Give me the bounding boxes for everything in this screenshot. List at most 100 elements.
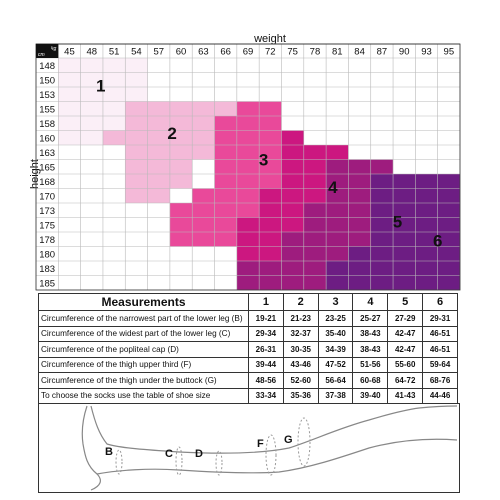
weight-tick-label: 87 (377, 47, 388, 58)
height-tick-label: 173 (39, 206, 55, 217)
height-tick-label: 160 (39, 134, 55, 145)
table-cell: 39-40 (352, 387, 389, 404)
size-header: 2 (282, 293, 319, 311)
height-tick-label: 183 (39, 264, 55, 275)
weight-tick-label: 78 (310, 47, 321, 58)
table-cell: 30-35 (282, 341, 319, 358)
weight-tick-label: 42 (42, 47, 53, 58)
weight-tick-label: 84 (354, 47, 365, 58)
band-g (297, 417, 311, 467)
band-d (215, 450, 223, 476)
weight-tick-label: 54 (131, 47, 142, 58)
weight-tick-label: 66 (220, 47, 231, 58)
table-cell: 29-34 (248, 325, 284, 342)
table-cell: 52-60 (282, 372, 319, 389)
table-header-row: Measurements 1 2 3 4 5 6 (38, 293, 458, 311)
table-cell: 23-25 (317, 310, 354, 327)
height-tick-label: 153 (39, 90, 55, 101)
height-tick-label: 170 (39, 192, 55, 203)
size-header: 1 (248, 293, 284, 311)
table-cell: 48-56 (248, 372, 284, 389)
size-label-2: 2 (167, 124, 176, 143)
size-header: 3 (317, 293, 354, 311)
weight-axis-title: weight (254, 33, 286, 45)
table-cell: 47-52 (317, 356, 354, 373)
table-cell: 37-38 (317, 387, 354, 404)
unit-cm-label: cm (38, 52, 45, 58)
weight-tick-label: 81 (332, 47, 343, 58)
height-tick-label: 175 (39, 221, 55, 232)
table-cell: 38-43 (352, 341, 389, 358)
table-cell: 35-40 (317, 325, 354, 342)
table-cell: 42-47 (387, 341, 424, 358)
unit-kg-label: kg (51, 46, 57, 52)
row-label: To choose the socks use the table of sho… (38, 387, 249, 404)
table-cell: 46-51 (422, 325, 458, 342)
measurements-title: Measurements (38, 293, 249, 311)
size-chart: weight height kg cm 42 45 48 51 54 57 60 63 66 69 72… (29, 33, 461, 291)
table-cell: 27-29 (387, 310, 424, 327)
size-header: 6 (422, 293, 458, 311)
table-cell: 51-56 (352, 356, 389, 373)
table-cell: 46-51 (422, 341, 458, 358)
table-cell: 35-36 (282, 387, 319, 404)
leg-label-d: D (195, 448, 203, 460)
table-cell: 43-46 (282, 356, 319, 373)
grid-border (35, 43, 461, 291)
unit-corner-cell (36, 44, 59, 58)
band-f (265, 434, 277, 476)
height-tick-label: 165 (39, 163, 55, 174)
table-cell: 68-76 (422, 372, 458, 389)
table-cell: 38-43 (352, 325, 389, 342)
leg-lower-outline (96, 438, 458, 475)
measurements-table: Measurements 1 2 3 4 5 6 Circumference o… (38, 293, 458, 404)
weight-tick-label: 51 (109, 47, 120, 58)
size-header: 5 (387, 293, 424, 311)
table-cell: 64-72 (387, 372, 424, 389)
weight-tick-label: 45 (64, 47, 75, 58)
height-tick-label: 163 (39, 148, 55, 159)
leg-outline (81, 405, 458, 491)
weight-tick-label: 60 (176, 47, 187, 58)
leg-label-c: C (165, 448, 173, 460)
size-label-3: 3 (259, 150, 268, 169)
size-label-1: 1 (96, 76, 105, 95)
height-tick-label: 185 (39, 279, 55, 290)
table-cell: 33-34 (248, 387, 284, 404)
table-cell: 42-47 (387, 325, 424, 342)
table-row: To choose the socks use the table of sho… (38, 387, 458, 404)
row-label: Circumference of the thigh under the but… (38, 372, 249, 389)
row-label: Circumference of the thigh upper third (… (38, 356, 249, 373)
height-tick-label: 158 (39, 119, 55, 130)
weight-tick-label: 95 (444, 47, 455, 58)
table-cell: 26-31 (248, 341, 284, 358)
table-cell: 21-23 (282, 310, 319, 327)
weight-tick-label: 75 (287, 47, 298, 58)
size-label-5: 5 (393, 213, 402, 232)
weight-tick-label: 48 (87, 47, 98, 58)
height-tick-label: 178 (39, 235, 55, 246)
leg-label-f: F (257, 438, 264, 450)
height-tick-label: 155 (39, 105, 55, 116)
leg-label-g: G (284, 434, 293, 446)
height-tick-label: 180 (39, 250, 55, 261)
table-cell: 44-46 (422, 387, 458, 404)
table-row: Circumference of the widest part of the … (38, 325, 458, 342)
row-label: Circumference of the popliteal cap (D) (38, 341, 249, 358)
table-cell: 60-68 (352, 372, 389, 389)
table-row: Circumference of the thigh upper third (… (38, 356, 458, 373)
table-row: Circumference of the narrowest part of t… (38, 310, 458, 327)
weight-tick-label: 93 (421, 47, 432, 58)
leg-drawing (81, 405, 458, 491)
row-label: Circumference of the narrowest part of t… (38, 310, 249, 327)
table-cell: 56-64 (317, 372, 354, 389)
table-cell: 25-27 (352, 310, 389, 327)
size-header: 4 (352, 293, 389, 311)
height-tick-label: 168 (39, 177, 55, 188)
weight-tick-label: 72 (265, 47, 276, 58)
height-tick-label: 148 (39, 61, 55, 72)
table-cell: 29-31 (422, 310, 458, 327)
weight-tick-label: 63 (198, 47, 209, 58)
row-label: Circumference of the widest part of the … (38, 325, 249, 342)
